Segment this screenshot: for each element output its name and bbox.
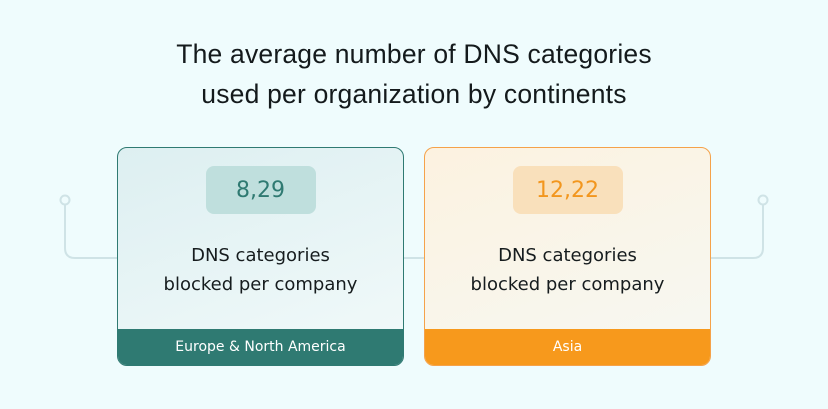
left-connector-line xyxy=(64,205,117,259)
page-title: The average number of DNS categories use… xyxy=(0,34,828,114)
card-description-line-1: DNS categories xyxy=(498,245,637,266)
card-description-line-2: blocked per company xyxy=(470,274,665,295)
card-europe-north-america: 8,29 DNS categories blocked per company … xyxy=(117,147,404,366)
title-line-1: The average number of DNS categories xyxy=(176,39,652,69)
title-line-2: used per organization by continents xyxy=(201,79,627,109)
card-value-badge: 8,29 xyxy=(205,166,316,214)
card-asia: 12,22 DNS categories blocked per company… xyxy=(424,147,711,366)
right-connector-node xyxy=(757,194,769,206)
card-region-label: Europe & North America xyxy=(118,329,403,365)
left-connector-node xyxy=(59,194,71,206)
right-connector-line xyxy=(711,205,764,259)
card-region-label: Asia xyxy=(425,329,710,365)
card-description: DNS categories blocked per company xyxy=(118,241,403,299)
card-description-line-2: blocked per company xyxy=(163,274,358,295)
card-description: DNS categories blocked per company xyxy=(425,241,710,299)
card-value-badge: 12,22 xyxy=(512,166,623,214)
card-description-line-1: DNS categories xyxy=(191,245,330,266)
